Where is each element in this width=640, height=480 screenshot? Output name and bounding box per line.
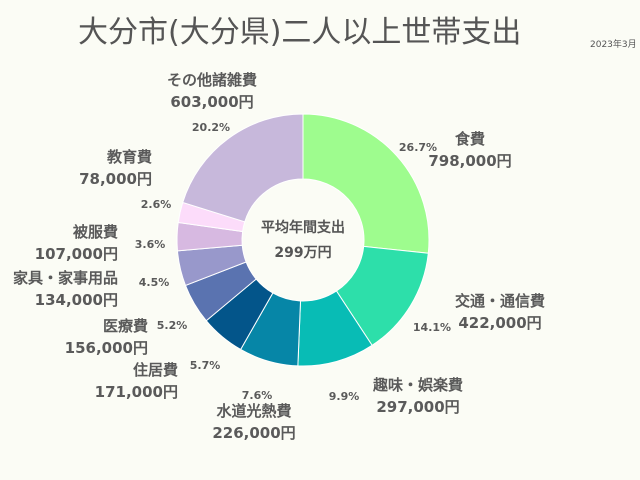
slice-percent-7: 4.5% [139, 276, 170, 289]
slice-percent-5: 5.7% [190, 359, 221, 372]
slice-label-8: 被服費 [73, 223, 118, 241]
slice-value-8: 107,000円 [35, 245, 118, 263]
slice-label-2: 交通・通信費 [455, 292, 545, 310]
slice-value-1: 798,000円 [428, 152, 511, 170]
chart-date: 2023年3月 [590, 38, 637, 50]
slice-label-3: 趣味・娯楽費 [372, 376, 463, 394]
slice-label-7: 家具・家事用品 [13, 269, 118, 287]
slice-percent-8: 3.6% [135, 238, 166, 251]
center-label: 平均年間支出 [261, 219, 345, 236]
slice-percent-9: 2.6% [141, 198, 172, 211]
slice-percent-10: 20.2% [192, 121, 230, 134]
chart-title: 大分市(大分県)二人以上世帯支出 [78, 15, 521, 50]
slice-percent-1: 26.7% [399, 141, 437, 154]
slice-value-4: 226,000円 [212, 424, 295, 442]
slice-value-2: 422,000円 [458, 314, 541, 332]
center-value: 299万円 [274, 245, 331, 261]
slice-percent-4: 7.6% [242, 389, 273, 402]
slice-percent-2: 14.1% [413, 321, 451, 334]
slice-value-7: 134,000円 [35, 291, 118, 309]
slice-percent-3: 9.9% [329, 390, 360, 403]
slice-value-10: 603,000円 [170, 93, 253, 111]
slice-label-10: その他諸雑費 [167, 71, 257, 89]
slice-value-5: 171,000円 [95, 383, 178, 401]
slice-label-1: 食費 [455, 130, 485, 148]
slice-label-5: 住居費 [133, 361, 178, 379]
slice-1 [302, 113, 430, 254]
slices-group [176, 113, 430, 367]
slice-value-3: 297,000円 [376, 398, 459, 416]
slice-label-4: 水道光熱費 [216, 402, 291, 420]
slice-label-6: 医療費 [103, 317, 148, 335]
slice-10 [182, 113, 304, 223]
slice-label-9: 教育費 [106, 148, 152, 166]
slice-percent-6: 5.2% [157, 319, 188, 332]
slice-value-9: 78,000円 [79, 170, 152, 188]
slice-value-6: 156,000円 [65, 339, 148, 357]
